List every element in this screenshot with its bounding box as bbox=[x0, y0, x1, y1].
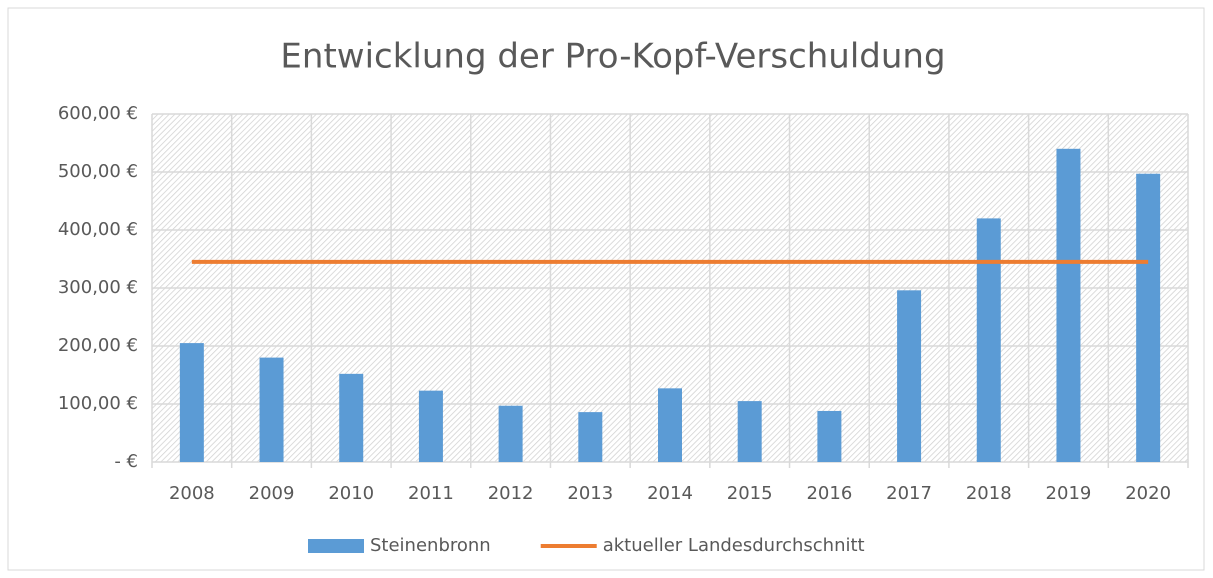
x-tick-label: 2011 bbox=[408, 483, 454, 504]
bar bbox=[179, 343, 204, 462]
bar bbox=[259, 357, 284, 462]
y-tick-label: 200,00 € bbox=[58, 335, 138, 356]
x-tick-label: 2020 bbox=[1125, 483, 1171, 504]
bar bbox=[658, 388, 682, 462]
x-tick-label: 2019 bbox=[1046, 483, 1092, 504]
y-tick-label: 500,00 € bbox=[58, 161, 138, 182]
bar bbox=[1056, 148, 1081, 463]
bar bbox=[339, 373, 364, 462]
x-tick-label: 2012 bbox=[488, 483, 534, 504]
bar bbox=[578, 412, 603, 462]
chart-title: Entwicklung der Pro-Kopf-Verschuldung bbox=[280, 37, 945, 77]
x-tick-label: 2017 bbox=[886, 483, 932, 504]
bar bbox=[418, 390, 443, 462]
legend-label: Steinenbronn bbox=[370, 535, 491, 556]
bar bbox=[1136, 173, 1161, 463]
y-tick-label: 300,00 € bbox=[58, 277, 138, 298]
x-tick-label: 2014 bbox=[647, 483, 693, 504]
x-tick-label: 2018 bbox=[966, 483, 1012, 504]
bar bbox=[498, 405, 523, 462]
x-tick-label: 2013 bbox=[567, 483, 613, 504]
y-tick-label: 400,00 € bbox=[58, 219, 138, 240]
x-tick-label: 2010 bbox=[328, 483, 374, 504]
y-tick-label: 600,00 € bbox=[58, 103, 138, 124]
bar bbox=[737, 401, 762, 462]
bar bbox=[817, 410, 842, 462]
bar bbox=[976, 218, 1001, 462]
legend-label: aktueller Landesdurchschnitt bbox=[603, 535, 865, 556]
y-tick-label: - € bbox=[114, 451, 138, 472]
x-tick-label: 2015 bbox=[727, 483, 773, 504]
bar bbox=[897, 290, 922, 462]
x-tick-label: 2009 bbox=[249, 483, 295, 504]
x-tick-label: 2016 bbox=[806, 483, 852, 504]
legend-swatch bbox=[308, 539, 364, 553]
y-tick-label: 100,00 € bbox=[58, 393, 138, 414]
x-tick-label: 2008 bbox=[169, 483, 215, 504]
